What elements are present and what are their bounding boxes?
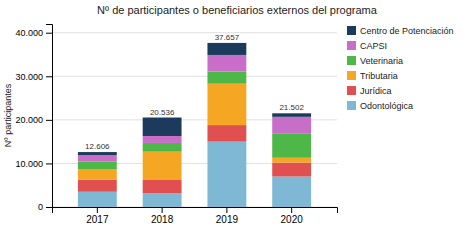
bar — [78, 152, 117, 155]
bar — [272, 117, 311, 134]
legend-swatch — [347, 41, 356, 50]
tick: 20.000 — [15, 115, 52, 125]
tick-mark — [46, 163, 52, 164]
total-label: 37.657 — [215, 33, 240, 42]
series — [78, 84, 311, 180]
legend-label: Jurídica — [360, 86, 392, 96]
tick: 2017 — [86, 207, 109, 225]
legend-item: Veterinaria — [347, 56, 403, 66]
tick-label: 2017 — [86, 214, 109, 225]
tick: 30.000 — [15, 72, 52, 82]
bar — [143, 193, 182, 207]
bar — [272, 134, 311, 158]
grid — [52, 33, 337, 207]
bar — [143, 180, 182, 193]
series — [78, 43, 311, 155]
tick-label: 40.000 — [15, 28, 43, 38]
grid-line — [52, 32, 337, 33]
tick-mark — [226, 207, 227, 213]
bars — [78, 43, 311, 207]
bar — [272, 163, 311, 177]
tick: 0 — [38, 202, 52, 212]
legend-swatch — [347, 26, 356, 35]
bar — [78, 155, 117, 162]
series — [78, 125, 311, 193]
legend-item: CAPSI — [347, 41, 387, 51]
legend-label: Centro de Potenciación — [360, 26, 454, 36]
bar — [143, 136, 182, 143]
axis-line — [53, 208, 338, 214]
bar — [207, 43, 246, 55]
bar — [207, 142, 246, 207]
legend-label: Veterinaria — [360, 56, 403, 66]
tick-label: 2020 — [281, 214, 304, 225]
legend-item: Jurídica — [347, 86, 392, 96]
legend-label: CAPSI — [360, 41, 387, 51]
bar — [78, 180, 117, 192]
total-label: 21.502 — [279, 103, 304, 112]
bar — [78, 170, 117, 180]
tick-label: 20.000 — [15, 115, 43, 125]
bar — [78, 192, 117, 207]
tick-mark — [46, 207, 52, 208]
tick-mark — [97, 207, 98, 213]
legend-item: Odontológica — [347, 101, 413, 111]
bar — [143, 152, 182, 180]
grid-line — [52, 76, 337, 77]
tick-mark — [46, 76, 52, 77]
axis-line — [46, 25, 53, 208]
legend-label: Tributaria — [360, 71, 398, 81]
tick-label: 0 — [38, 202, 43, 212]
bar — [207, 71, 246, 83]
tick-mark — [46, 120, 52, 121]
plot: 2017 2018 2019 2020 0 10.000 20.000 30.000 40.00… — [15, 25, 337, 226]
bar — [272, 177, 311, 208]
legend-swatch — [347, 101, 356, 110]
tick: 2020 — [281, 207, 304, 225]
legend-label: Odontológica — [360, 101, 413, 111]
tick-label: 10.000 — [15, 159, 43, 169]
legend-item: Tributaria — [347, 71, 398, 81]
total-labels: 12.606 20.536 37.657 21.502 — [85, 33, 304, 151]
legend-swatch — [347, 86, 356, 95]
series — [78, 55, 311, 162]
bar — [143, 118, 182, 136]
tick-label: 2019 — [216, 214, 239, 225]
tick-label: 2018 — [151, 214, 174, 225]
bar — [207, 125, 246, 142]
tick: 2018 — [151, 207, 174, 225]
chart: Nº de participantes o beneficiarios exte… — [0, 0, 474, 227]
legend: Centro de Potenciación CAPSI Veterinaria Tr… — [347, 26, 454, 111]
bar — [143, 143, 182, 152]
legend-swatch — [347, 71, 356, 80]
x-axis: 2017 2018 2019 2020 — [53, 207, 338, 225]
y-axis: 0 10.000 20.000 30.000 40.000 — [15, 25, 52, 213]
tick: 40.000 — [15, 28, 52, 38]
tick-mark — [46, 33, 52, 34]
total-label: 12.606 — [85, 142, 110, 151]
bar — [272, 158, 311, 163]
tick: 10.000 — [15, 159, 52, 169]
tick: 2019 — [216, 207, 239, 225]
tick-label: 30.000 — [15, 72, 43, 82]
bar — [207, 55, 246, 72]
y-axis-title: Nº participantes — [3, 83, 13, 147]
legend-swatch — [347, 56, 356, 65]
bar — [207, 84, 246, 125]
legend-item: Centro de Potenciación — [347, 26, 454, 36]
total-label: 20.536 — [150, 108, 175, 117]
bar — [78, 162, 117, 170]
bar — [272, 113, 311, 116]
tick-mark — [162, 207, 163, 213]
title: Nº de participantes o beneficiarios exte… — [97, 4, 378, 16]
series — [78, 71, 311, 169]
tick-mark — [291, 207, 292, 213]
